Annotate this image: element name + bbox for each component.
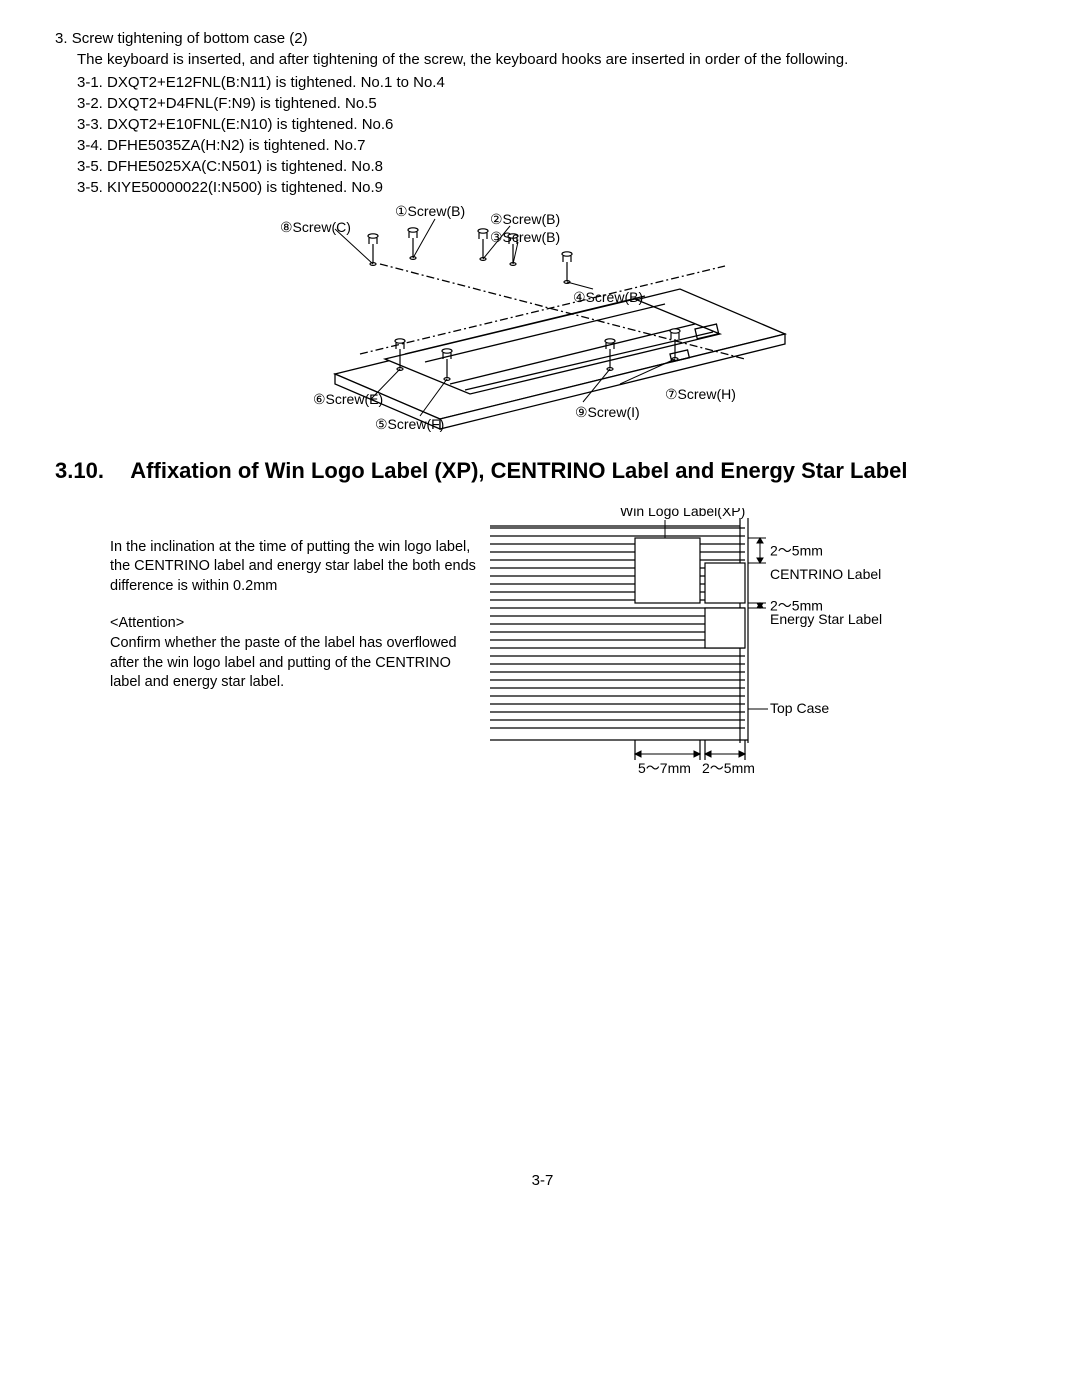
substep: 3-1. DXQT2+E12FNL(B:N11) is tightened. N… xyxy=(77,74,1030,91)
section-number: 3.10. xyxy=(55,456,125,486)
label-screw-4: ④Screw(B) xyxy=(573,289,643,305)
substep: 3-2. DXQT2+D4FNL(F:N9) is tightened. No.… xyxy=(77,95,1030,112)
substep: 3-5. DFHE5025XA(C:N501) is tightened. No… xyxy=(77,158,1030,175)
label-screw-9: ⑨Screw(I) xyxy=(575,404,640,420)
label-screw-2: ②Screw(B) xyxy=(490,211,560,227)
attention-body: Confirm whether the paste of the label h… xyxy=(110,635,457,690)
step-num: 3. xyxy=(55,30,68,47)
svg-text:2～5mm: 2～5mm xyxy=(770,542,823,558)
label-screw-7: ⑦Screw(H) xyxy=(665,386,736,402)
label-screw-6: ⑥Screw(E) xyxy=(313,391,383,407)
section-heading: 3.10. Affixation of Win Logo Label (XP),… xyxy=(55,456,1030,486)
svg-text:CENTRINO Label: CENTRINO Label xyxy=(770,566,881,582)
substep: 3-4. DFHE5035ZA(H:N2) is tightened. No.7 xyxy=(77,137,1030,154)
substep: 3-5. KIYE50000022(I:N500) is tightened. … xyxy=(77,179,1030,196)
dim-bottom-left: 5～7mm xyxy=(638,760,691,776)
label-screw-5: ⑤Screw(F) xyxy=(375,416,444,432)
para-inclination: In the inclination at the time of puttin… xyxy=(110,538,480,597)
figure-label-affixation: 2～5mm CENTRINO Label 2～5mm Energy Star Lab… xyxy=(490,508,910,792)
label-screw-3: ③Screw(B) xyxy=(490,229,560,245)
label-win-logo: Win Logo Label(XP) xyxy=(620,508,745,519)
substep: 3-3. DXQT2+E10FNL(E:N10) is tightened. N… xyxy=(77,116,1030,133)
dim-bottom-right: 2～5mm xyxy=(702,760,755,776)
svg-text:Top Case: Top Case xyxy=(770,700,829,716)
step-desc: The keyboard is inserted, and after tigh… xyxy=(77,51,1030,68)
label-screw-1: ①Screw(B) xyxy=(395,204,465,219)
attention-title: <Attention> xyxy=(110,615,184,631)
svg-text:Energy Star Label: Energy Star Label xyxy=(770,611,882,627)
page-number: 3-7 xyxy=(55,1172,1030,1189)
figure-screw-tightening: ①Screw(B) ②Screw(B) ③Screw(B) ④Screw(B) … xyxy=(265,204,1030,438)
section-title: Affixation of Win Logo Label (XP), CENTR… xyxy=(130,458,907,483)
label-screw-8: ⑧Screw(C) xyxy=(280,219,351,235)
step-title: 3. Screw tightening of bottom case (2) xyxy=(55,30,1030,47)
step-text: Screw tightening of bottom case (2) xyxy=(72,30,308,47)
